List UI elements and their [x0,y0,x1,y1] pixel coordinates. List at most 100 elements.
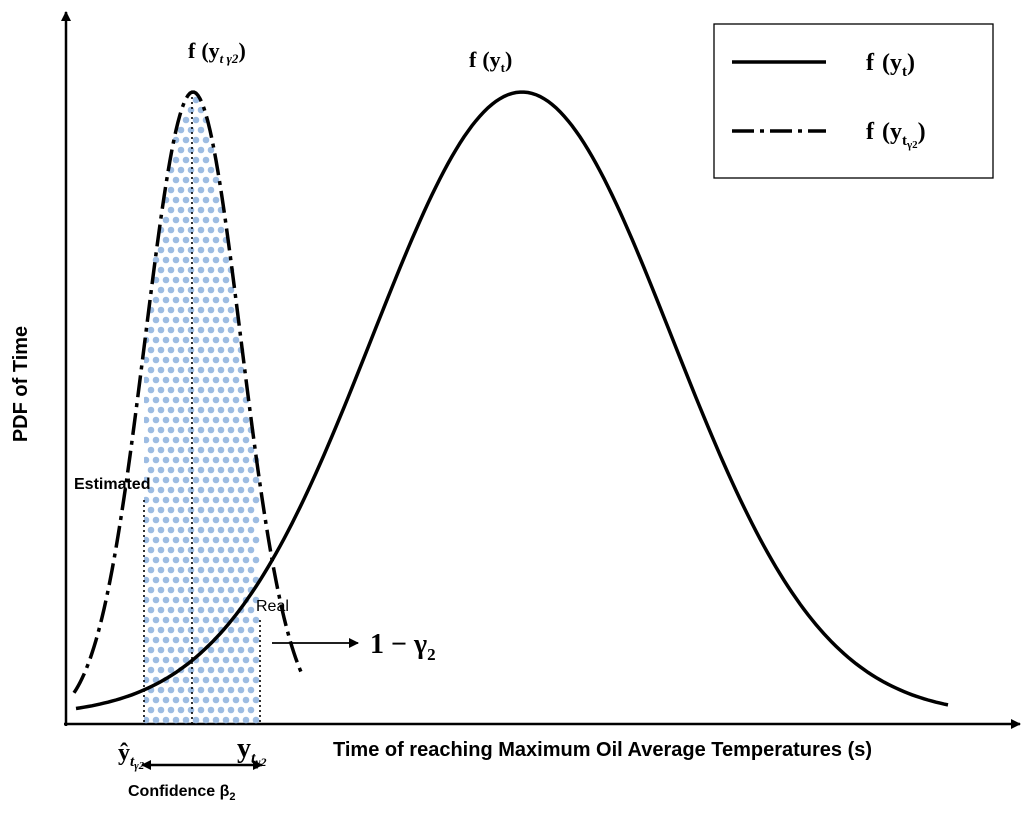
shade-dot [187,306,195,314]
shade-dot [207,366,215,374]
shade-dot [232,356,240,364]
shade-dot [172,176,180,184]
shade-dot [202,436,210,444]
shade-dot [187,206,195,214]
shade-dot [212,256,220,264]
shade-dot [207,666,215,674]
shade-dot [197,386,205,394]
shade-dot [187,366,195,374]
shade-dot [172,256,180,264]
shade-dot [162,296,170,304]
shade-dot [152,536,160,544]
shade-dot [197,166,205,174]
shade-dot [167,226,175,234]
shade-dot [222,576,230,584]
shade-dot [187,266,195,274]
shade-dot [202,696,210,704]
shade-dot [172,676,180,684]
shade-dot [157,326,165,334]
shade-dot [177,246,185,254]
shade-dot [202,636,210,644]
shade-dot [187,706,195,714]
shade-dot [197,246,205,254]
shade-dot [182,216,190,224]
shade-dot [182,316,190,324]
shade-dot [182,456,190,464]
shade-dot [247,666,255,674]
shade-dot [217,446,225,454]
shade-dot [227,526,235,534]
shade-dot [202,676,210,684]
shade-dot [177,526,185,534]
shade-dot [182,436,190,444]
shade-dot [227,666,235,674]
shade-dot [202,496,210,504]
shade-dot [187,326,195,334]
shade-dot [202,236,210,244]
shade-dot [202,176,210,184]
shade-dot [182,676,190,684]
shade-dot [202,196,210,204]
shade-dot [172,296,180,304]
shade-dot [144,536,150,544]
shade-dot [242,556,250,564]
shade-dot [252,496,260,504]
real-label: Real [256,598,289,615]
shade-dot [147,386,155,394]
shade-dot [172,696,180,704]
shade-dot [197,146,205,154]
shade-dot [212,236,220,244]
shade-dot [237,386,245,394]
shade-dot [212,696,220,704]
shade-dot [144,676,150,684]
shade-dot [197,366,205,374]
shade-dot [232,676,240,684]
shade-dot [187,426,195,434]
shade-dot [167,266,175,274]
shade-dot [172,236,180,244]
shade-dot [207,486,215,494]
shade-dot [177,486,185,494]
shade-dot [222,416,230,424]
shade-dot [197,606,205,614]
shade-dot [162,616,170,624]
shade-dot [157,646,165,654]
shade-dot [182,376,190,384]
shade-dot [217,506,225,514]
shade-dot [152,716,160,724]
shade-dot [242,476,250,484]
shade-dot [217,586,225,594]
shade-dot [192,276,200,284]
shade-dot [152,336,160,344]
shade-dot [212,616,220,624]
shade-dot [197,226,205,234]
shade-dot [147,446,155,454]
shade-dot [242,716,250,724]
shade-dot [247,546,255,554]
shade-dot [157,546,165,554]
shade-dot [212,316,220,324]
shade-dot [202,476,210,484]
shade-dot [177,426,185,434]
shade-dot [144,496,150,504]
shade-dot [147,486,155,494]
shade-dot [227,466,235,474]
shade-dot [182,356,190,364]
shade-dot [217,466,225,474]
shade-dot [217,406,225,414]
shade-dot [237,666,245,674]
shade-dot [212,576,220,584]
shade-dot [167,306,175,314]
shade-dot [187,666,195,674]
shade-dot [192,236,200,244]
shade-dot [152,396,160,404]
shade-dot [157,446,165,454]
shade-dot [167,426,175,434]
shade-dot [222,716,230,724]
shade-dot [152,356,160,364]
shade-dot [192,476,200,484]
shade-dot [157,506,165,514]
shade-dot [167,566,175,574]
shade-dot [157,286,165,294]
shade-dot [192,576,200,584]
